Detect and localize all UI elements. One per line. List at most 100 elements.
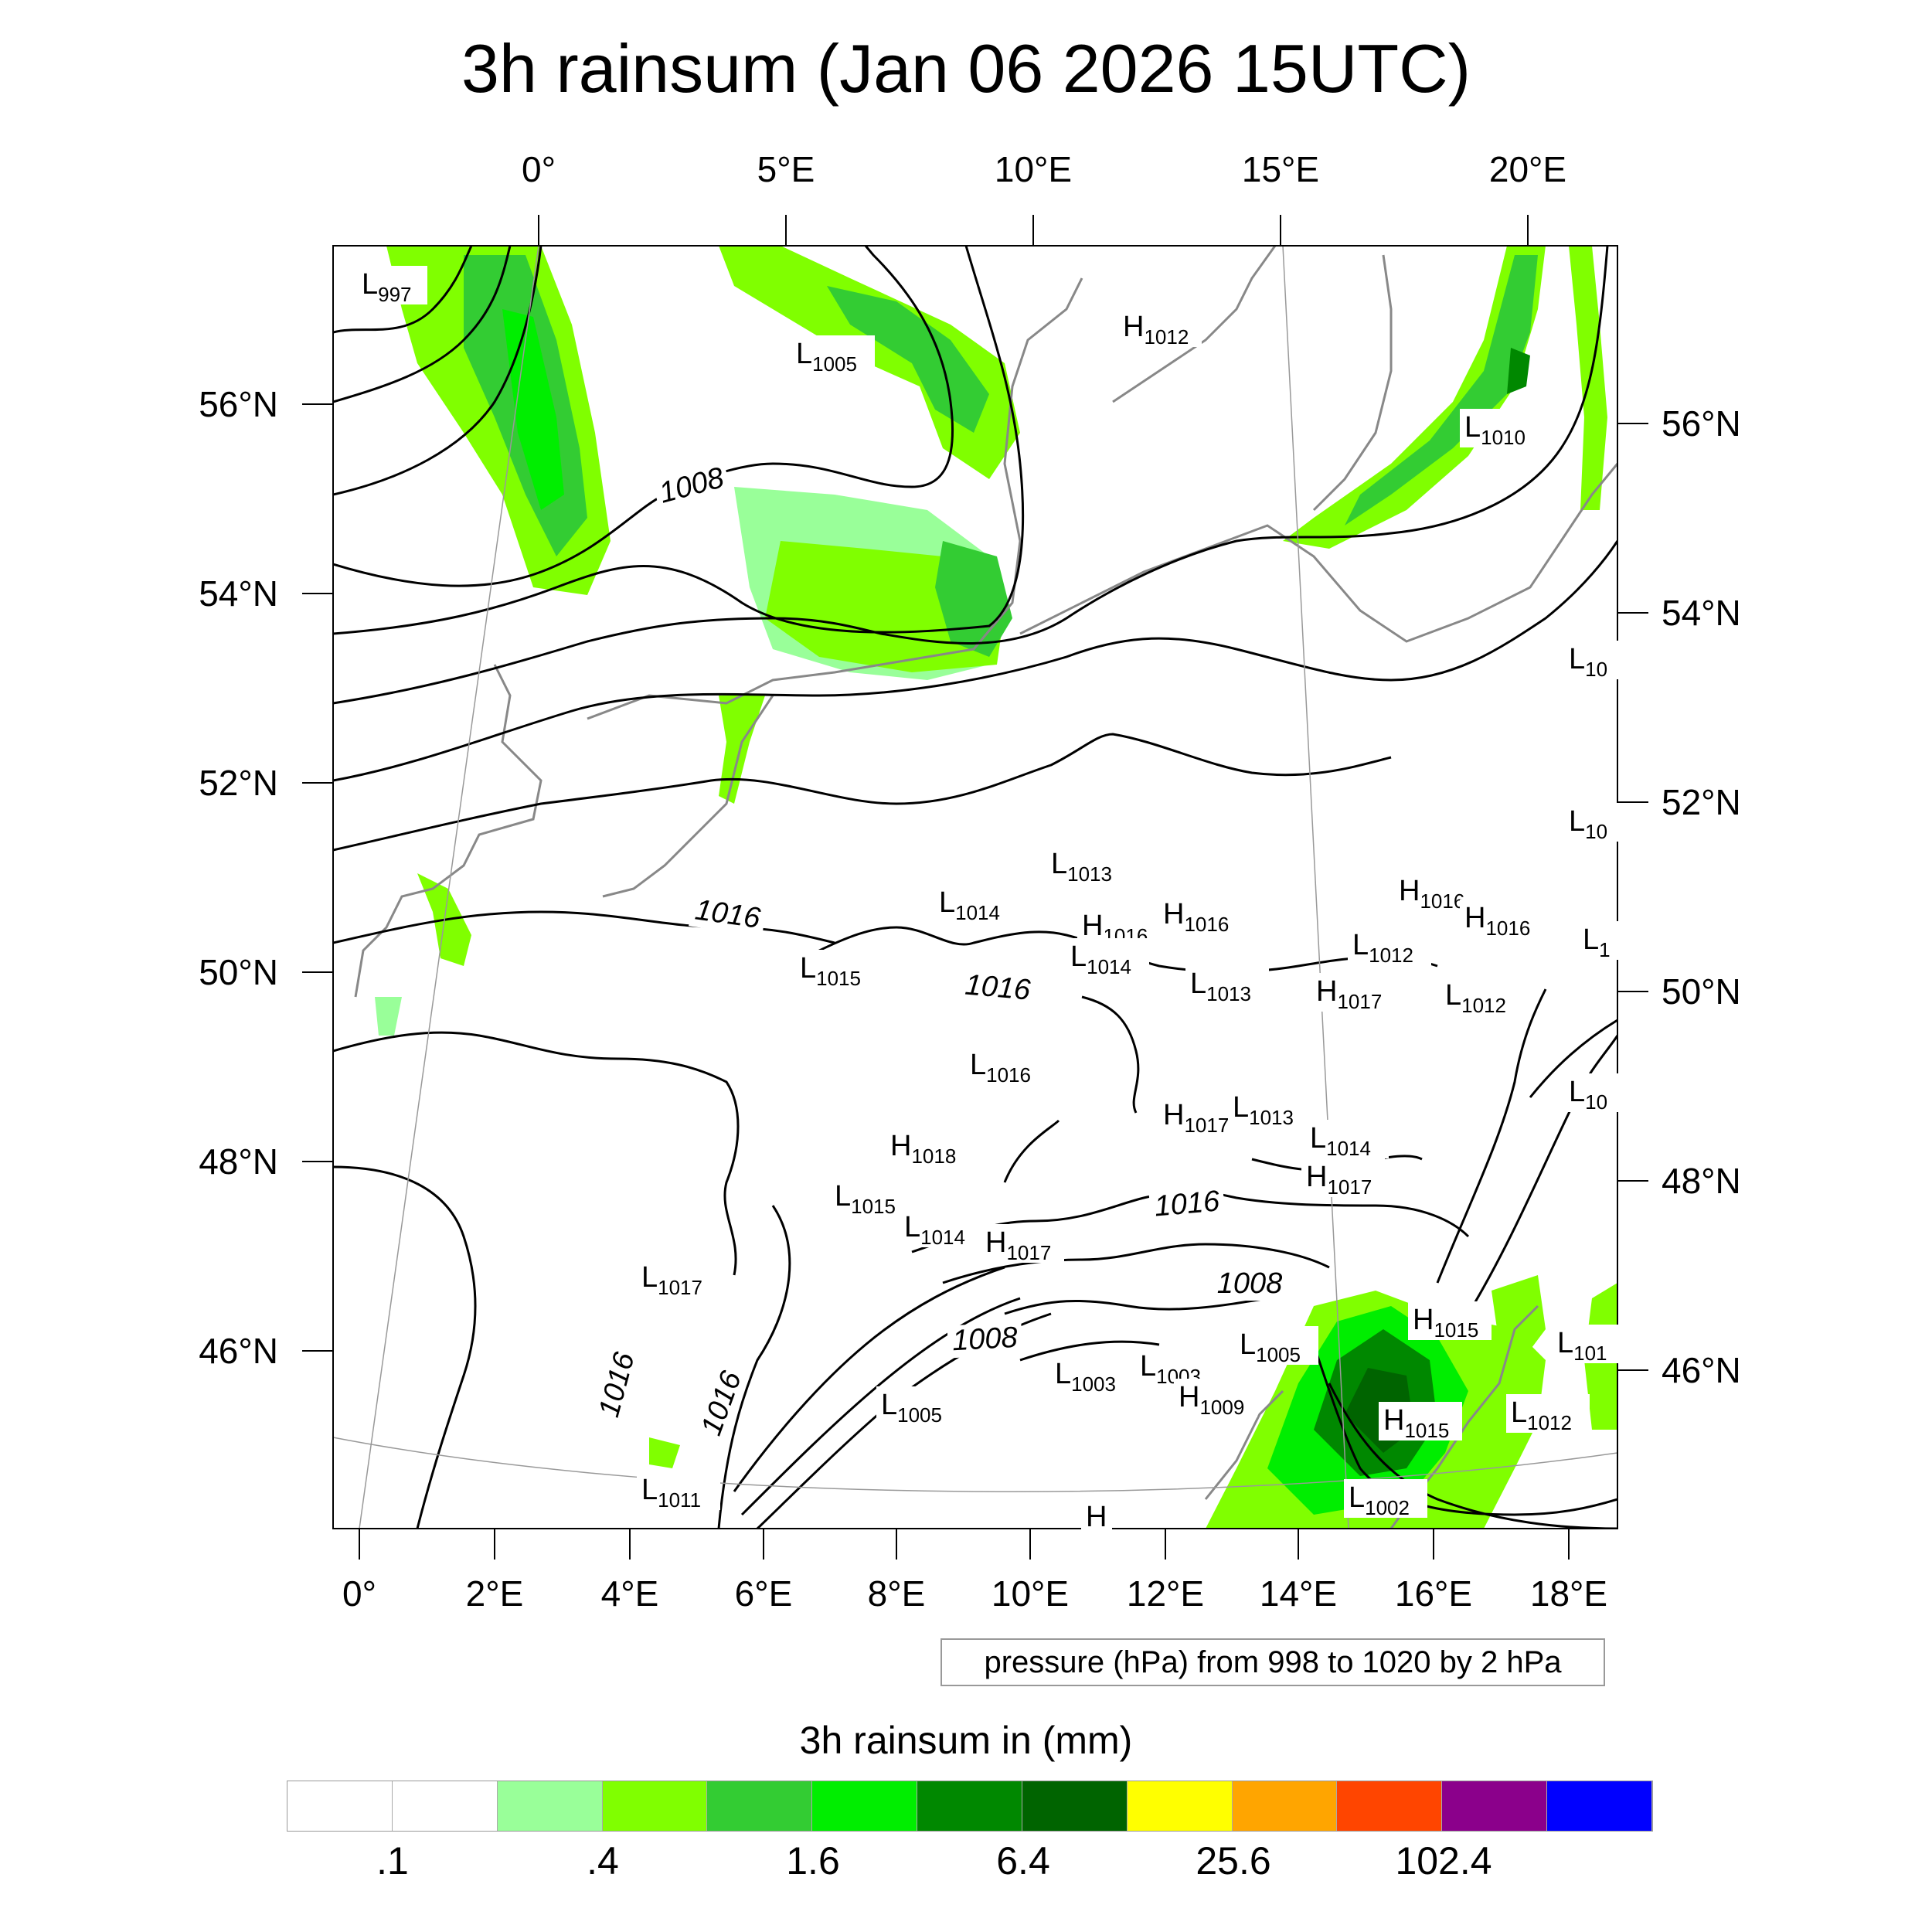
- isobar: [942, 1243, 1330, 1284]
- contour-info-box: pressure (hPa) from 998 to 1020 by 2 hPa: [940, 1638, 1605, 1686]
- isobar: [333, 246, 1609, 705]
- parallel-45n: [332, 1437, 1618, 1492]
- contour-value-label: 1016: [1153, 1185, 1222, 1223]
- rain-area: [719, 696, 765, 804]
- isobar: [717, 1205, 791, 1529]
- contour-label-bg: [947, 1321, 1023, 1359]
- pressure-center-bg: [900, 1209, 983, 1247]
- right-lat-label: 50°N: [1662, 971, 1741, 1012]
- high-pressure-center: H: [1086, 1501, 1107, 1533]
- bottom-lon-label: 18°E: [1530, 1573, 1607, 1614]
- low-pressure-center: L1013: [1233, 1091, 1294, 1129]
- contour-label-bg: [592, 1345, 644, 1425]
- low-pressure-center: L1015: [800, 952, 861, 990]
- high-pressure-center: H1009: [1179, 1381, 1244, 1419]
- bottom-lon-label: 4°E: [601, 1573, 659, 1614]
- pressure-center-bg: [886, 1128, 969, 1166]
- high-pressure-center: H1017: [1163, 1099, 1229, 1137]
- low-pressure-center: L1010: [1464, 411, 1526, 449]
- high-pressure-center: H1016: [1399, 875, 1464, 913]
- low-pressure-center: L997: [362, 268, 412, 306]
- coastline: [1112, 246, 1277, 403]
- right-lat-label: 54°N: [1662, 593, 1741, 633]
- bottom-lon-label: 8°E: [868, 1573, 926, 1614]
- low-pressure-center: L1014: [1070, 940, 1131, 978]
- colorbar-label: .4: [587, 1839, 619, 1883]
- isobar: [740, 1297, 1021, 1516]
- pressure-center-bg: [1228, 1089, 1311, 1128]
- top-lon-label: 20°E: [1489, 149, 1566, 189]
- rain-area: [1492, 1275, 1546, 1360]
- rain-area: [935, 541, 1012, 657]
- low-pressure-center: L10: [1569, 643, 1607, 681]
- rain-layer: [375, 246, 1617, 1529]
- pressure-center-bg: [1348, 927, 1431, 965]
- contour-label-bg: [694, 1362, 750, 1444]
- pressure-center-bg: [1440, 977, 1524, 1015]
- isobar: [1467, 1035, 1617, 1315]
- pressure-center-bg: [1344, 1479, 1427, 1518]
- low-pressure-center: L1005: [796, 338, 857, 376]
- isobar: [333, 246, 954, 587]
- colorbar-swatch: [1547, 1781, 1652, 1831]
- contour-label-bg: [689, 893, 767, 937]
- contour-label-bg: [651, 461, 732, 512]
- bottom-lon-label: 12°E: [1127, 1573, 1204, 1614]
- rain-area: [1507, 348, 1530, 394]
- bottom-lon-label: 6°E: [735, 1573, 793, 1614]
- contour-value-label: 1008: [951, 1321, 1019, 1357]
- isobar: [1004, 1297, 1268, 1315]
- low-pressure-center: L1013: [1190, 968, 1251, 1005]
- graticule: [332, 245, 1618, 1529]
- low-pressure-center: L1012: [1352, 929, 1413, 967]
- isobar: [333, 246, 473, 334]
- top-lon-label: 15°E: [1242, 149, 1319, 189]
- bottom-axis: 0° 2°E 4°E 6°E 8°E 10°E 12°E 14°E 16°E 18°E: [342, 1529, 1607, 1614]
- pressure-center-bg: [791, 335, 875, 374]
- colorbar-swatch: [602, 1781, 708, 1831]
- meridian-0: [359, 245, 539, 1529]
- isobar: [333, 1165, 477, 1529]
- colorbar-label: 25.6: [1196, 1839, 1271, 1883]
- high-pressure-center: H1012: [1123, 311, 1189, 349]
- rain-area: [1345, 255, 1538, 526]
- isobar: [1081, 995, 1140, 1114]
- bottom-lon-label: 2°E: [466, 1573, 524, 1614]
- low-pressure-center: L1015: [835, 1180, 896, 1218]
- pressure-center-bg: [1578, 921, 1622, 960]
- rain-area: [502, 309, 564, 510]
- pressure-center-bg: [1235, 1326, 1318, 1365]
- high-pressure-center: H1015: [1413, 1304, 1478, 1342]
- low-pressure-center: L1012: [1511, 1396, 1572, 1434]
- colorbar-swatch: [1022, 1781, 1128, 1831]
- rain-area: [649, 1437, 680, 1468]
- colorbar-swatch: [1232, 1781, 1338, 1831]
- low-pressure-center: L1003: [1055, 1358, 1116, 1396]
- high-pressure-center: H1016: [1464, 902, 1530, 940]
- left-lat-label: 46°N: [199, 1331, 278, 1371]
- colorbar-swatch: [392, 1781, 498, 1831]
- high-pressure-center: H1017: [985, 1226, 1051, 1264]
- coastline: [1019, 463, 1617, 643]
- pressure-center-bg: [1158, 896, 1242, 934]
- right-lat-label: 56°N: [1662, 403, 1741, 444]
- pressure-center-bg: [637, 1259, 720, 1298]
- contour-value-label: 1008: [1217, 1267, 1283, 1300]
- isobar: [1019, 1340, 1160, 1362]
- colorbar-swatch: [1442, 1781, 1548, 1831]
- pressure-center-bg: [1553, 1325, 1623, 1363]
- pressure-center-bg: [1046, 845, 1130, 884]
- colorbar-swatch: [497, 1781, 603, 1831]
- high-pressure-center: H1017: [1306, 1161, 1372, 1199]
- left-lat-label: 48°N: [199, 1141, 278, 1182]
- isobar: [333, 246, 1025, 635]
- plot-frame: [332, 245, 1618, 1529]
- bottom-lon-label: 16°E: [1395, 1573, 1472, 1614]
- rain-area: [1569, 246, 1607, 510]
- colorbar-swatch: [812, 1781, 918, 1831]
- colorbar-label: 102.4: [1395, 1839, 1492, 1883]
- pressure-center-bg: [876, 1386, 960, 1425]
- colorbar-swatch: [1337, 1781, 1443, 1831]
